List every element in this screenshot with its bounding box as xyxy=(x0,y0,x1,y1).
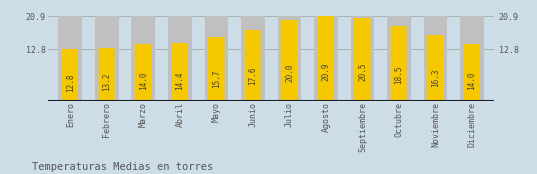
Text: 16.3: 16.3 xyxy=(431,69,440,87)
Bar xyxy=(387,16,411,101)
Text: 20.0: 20.0 xyxy=(285,63,294,82)
Bar xyxy=(168,16,192,101)
Bar xyxy=(62,49,78,101)
Bar xyxy=(318,16,334,101)
Bar xyxy=(208,37,224,101)
Bar xyxy=(427,35,444,101)
Text: 15.7: 15.7 xyxy=(212,69,221,88)
Text: 17.6: 17.6 xyxy=(249,67,257,85)
Bar xyxy=(354,18,371,101)
Bar xyxy=(278,16,301,101)
Bar xyxy=(391,26,407,101)
Text: 12.8: 12.8 xyxy=(66,74,75,92)
Text: 14.0: 14.0 xyxy=(139,72,148,90)
Text: 20.5: 20.5 xyxy=(358,63,367,81)
Bar xyxy=(314,16,338,101)
Text: 14.4: 14.4 xyxy=(176,71,184,90)
Bar xyxy=(99,48,115,101)
Text: 14.0: 14.0 xyxy=(468,72,477,90)
Bar xyxy=(241,16,265,101)
Text: 20.9: 20.9 xyxy=(322,62,330,81)
Bar xyxy=(132,16,155,101)
Bar xyxy=(460,16,484,101)
Bar xyxy=(172,43,188,101)
Text: 13.2: 13.2 xyxy=(102,73,111,92)
Bar xyxy=(245,30,261,101)
Text: Temperaturas Medias en torres: Temperaturas Medias en torres xyxy=(32,162,214,172)
Bar xyxy=(281,20,297,101)
Bar xyxy=(424,16,447,101)
Text: 18.5: 18.5 xyxy=(395,65,403,84)
Bar xyxy=(59,16,82,101)
Bar xyxy=(95,16,119,101)
Bar xyxy=(464,44,480,101)
Bar xyxy=(135,44,151,101)
Bar xyxy=(205,16,228,101)
Bar xyxy=(351,16,374,101)
